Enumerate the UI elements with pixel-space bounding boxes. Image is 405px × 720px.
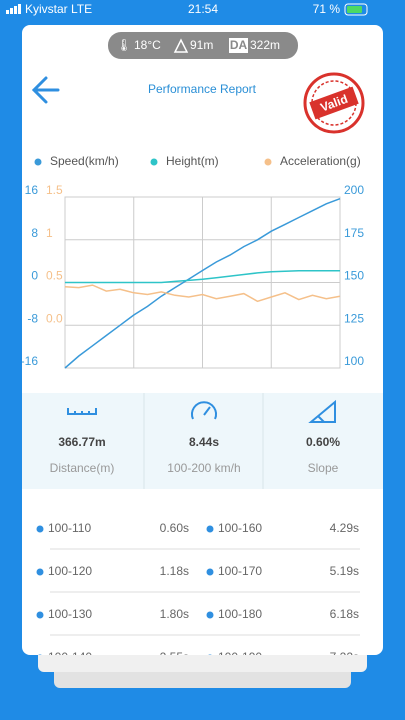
speed-icon	[191, 401, 217, 420]
density-altitude: 322m	[250, 38, 280, 52]
split-range: 100-160	[218, 521, 262, 535]
altitude-icon	[173, 38, 189, 53]
stat-label: Slope	[308, 461, 339, 475]
split-range: 100-170	[218, 564, 262, 578]
legend-dot	[34, 158, 42, 166]
stats-panel	[22, 393, 383, 489]
right-tick-label: 150	[344, 269, 364, 283]
conditions-pill	[108, 32, 298, 59]
card-shadow	[38, 650, 367, 672]
right-tick-label: 200	[344, 183, 364, 197]
stamp	[303, 72, 365, 134]
accel-tick-label: 0.5	[46, 269, 63, 283]
split-time: 1.80s	[160, 607, 189, 621]
split-dot	[36, 525, 44, 533]
stat-value: 0.60%	[306, 435, 340, 449]
legend-label: Speed(km/h)	[50, 154, 119, 168]
stat-value: 8.44s	[189, 435, 219, 449]
split-range: 100-180	[218, 607, 262, 621]
legend-label: Acceleration(g)	[280, 154, 361, 168]
accel-tick-label: 1	[46, 226, 53, 240]
split-dot	[206, 525, 214, 533]
battery-level	[347, 6, 362, 13]
series-line	[65, 269, 340, 284]
accel-tick-label: 1.5	[46, 183, 63, 197]
battery-percent: 71 %	[313, 2, 341, 16]
split-time: 2.55s	[160, 650, 189, 664]
accel-tick-label: 0.0	[46, 311, 63, 325]
page-title: Performance Report	[148, 82, 257, 96]
legend-label: Height(m)	[166, 154, 219, 168]
left-tick-label: 0	[31, 269, 38, 283]
right-tick-label: 125	[344, 311, 364, 325]
split-time: 4.29s	[330, 521, 359, 535]
split-range: 100-190	[218, 650, 262, 664]
split-time: 5.19s	[330, 564, 359, 578]
split-time: 6.18s	[330, 607, 359, 621]
split-dot	[206, 568, 214, 576]
split-range: 100-130	[48, 607, 92, 621]
split-time: 7.22s	[330, 650, 359, 664]
stat-label: Distance(m)	[50, 461, 115, 475]
series-line	[64, 197, 341, 369]
split-dot	[206, 611, 214, 619]
temperature: 18°C	[134, 38, 161, 52]
altitude: 91m	[190, 38, 213, 52]
stat-label: 100-200 km/h	[167, 461, 240, 475]
series-line	[64, 284, 341, 303]
signal	[6, 4, 21, 14]
split-range: 100-120	[48, 564, 92, 578]
clock: 21:54	[188, 2, 218, 16]
split-time: 1.18s	[160, 564, 189, 578]
left-tick-label: 16	[25, 183, 39, 197]
legend-dot	[150, 158, 158, 166]
distance-icon	[67, 408, 97, 415]
split-range: 100-110	[48, 521, 91, 535]
carrier: Kyivstar LTE	[25, 2, 92, 16]
stat-value: 366.77m	[58, 435, 105, 449]
left-tick-label: 8	[31, 226, 38, 240]
split-range: 100-140	[48, 650, 92, 664]
battery	[344, 3, 368, 16]
thermo-icon: 🌡	[116, 38, 131, 52]
slope-icon	[308, 399, 336, 423]
da-badge-bg	[229, 38, 248, 53]
left-tick-label: -8	[27, 311, 38, 325]
right-tick-label: 175	[344, 226, 364, 240]
back-button[interactable]	[31, 76, 60, 104]
legend-dot	[264, 158, 272, 166]
split-time: 0.60s	[160, 521, 189, 535]
right-tick-label: 100	[344, 354, 364, 368]
da-badge: DA	[230, 38, 248, 52]
split-dot	[36, 611, 44, 619]
stamp-band	[309, 86, 359, 120]
split-dot	[36, 568, 44, 576]
left-tick-label: -16	[21, 354, 39, 368]
